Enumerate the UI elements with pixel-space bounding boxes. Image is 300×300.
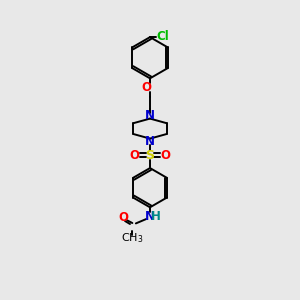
Text: H: H: [151, 210, 161, 223]
Text: O: O: [142, 81, 152, 94]
Text: CH$_3$: CH$_3$: [121, 231, 144, 244]
Text: O: O: [118, 212, 128, 224]
Text: S: S: [146, 149, 154, 162]
Text: Cl: Cl: [157, 30, 169, 43]
Text: O: O: [161, 149, 171, 162]
Text: N: N: [145, 210, 155, 223]
Text: O: O: [129, 149, 139, 162]
Text: N: N: [145, 109, 155, 122]
Text: N: N: [145, 135, 155, 148]
